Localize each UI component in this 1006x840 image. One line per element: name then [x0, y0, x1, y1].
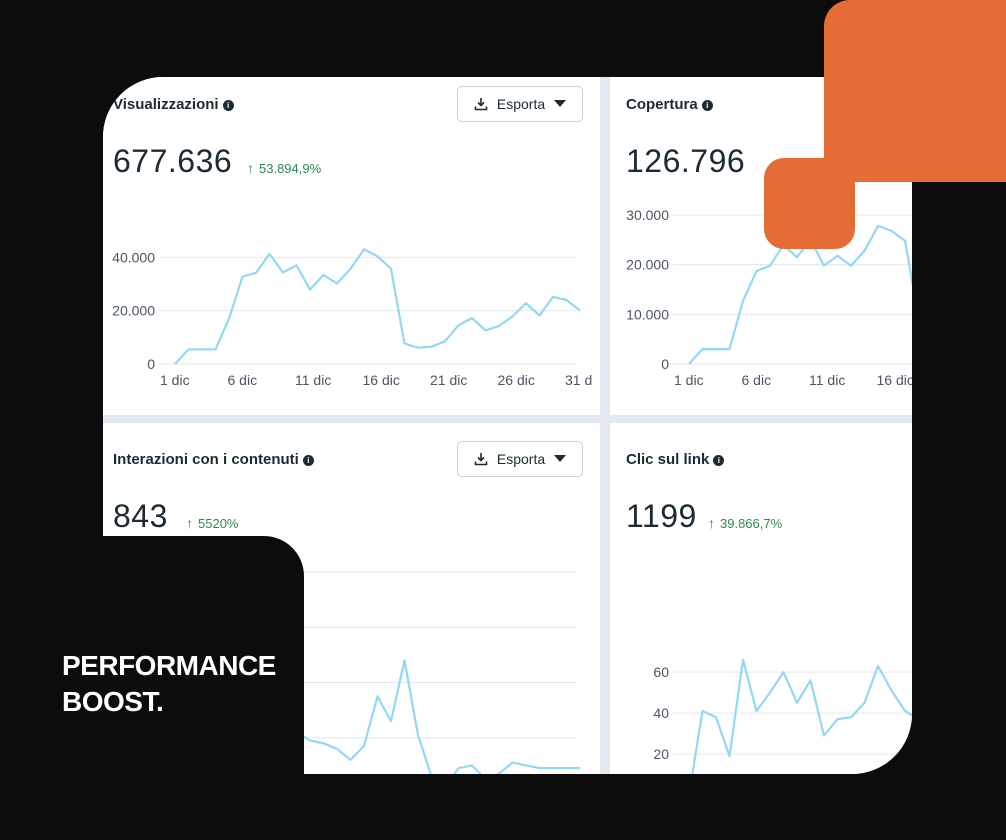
interactions-value: 843 — [113, 498, 168, 534]
decor-orange-square-large — [824, 0, 1006, 182]
y-tick-label: 40 — [653, 705, 669, 721]
y-tick-label: 0 — [661, 356, 669, 372]
views-delta: ↑ 53.894,9% — [247, 160, 322, 176]
x-tick-label: 11 dic — [809, 372, 845, 388]
x-tick-label: 26 dic — [498, 372, 535, 388]
caret-down-icon — [554, 100, 567, 107]
series-line — [691, 658, 912, 774]
x-tick-label: 6 dic — [742, 372, 772, 388]
views-value: 677.636 — [113, 143, 233, 179]
tagline-line-1: PERFORMANCE — [62, 650, 276, 681]
interactions-delta: ↑ 5520% — [186, 515, 239, 531]
export-label: Esporta — [496, 451, 546, 467]
clicks-value: 1199 — [626, 498, 697, 534]
download-icon — [474, 453, 488, 466]
x-tick-label: 31 d — [565, 372, 592, 388]
y-tick-label: 40.000 — [112, 249, 155, 265]
y-tick-label: 20 — [653, 746, 669, 762]
clicks-delta: ↑ 39.866,7% — [708, 515, 783, 531]
tagline-line-2: BOOST. — [62, 686, 164, 717]
y-tick-label: 20.000 — [112, 303, 155, 319]
interactions-title: Interazioni con i contenuti i — [113, 451, 314, 468]
y-tick-label: 30.000 — [626, 207, 669, 223]
clicks-title: Clic sul link i — [626, 451, 725, 468]
views-title: Visualizzazioni i — [113, 96, 234, 113]
export-label: Esporta — [496, 96, 546, 112]
x-tick-label: 16 dic — [877, 372, 913, 388]
arrow-up-icon: ↑ — [247, 160, 254, 176]
arrow-up-icon: ↑ — [186, 515, 193, 531]
x-tick-label: 16 dic — [363, 372, 400, 388]
reach-title: Copertura i — [626, 96, 713, 113]
reach-chart: 0 10.000 20.000 30.000 1 dic 6 dic 11 dic 16 di… — [626, 207, 913, 388]
decor-orange-square-small — [764, 158, 855, 249]
reach-value: 126.796 — [626, 143, 746, 179]
series-line — [174, 248, 581, 365]
tagline: PERFORMANCE BOOST. — [62, 648, 276, 720]
views-card: Visualizzazioni i Esporta 677.636 ↑ 53.894… — [103, 77, 600, 415]
info-icon[interactable]: i — [302, 455, 314, 466]
y-tick-label: 60 — [653, 664, 669, 680]
decor-black-block — [0, 536, 304, 840]
x-tick-label: 21 dic — [430, 372, 467, 388]
views-chart: 0 20.000 40.000 1 dic 6 dic 11 dic 16 dic 21 di… — [112, 248, 592, 388]
x-tick-label: 1 dic — [160, 372, 190, 388]
y-tick-label: 10.000 — [626, 306, 669, 322]
x-tick-label: 1 dic — [674, 372, 704, 388]
x-tick-label: 6 dic — [228, 372, 258, 388]
clicks-card: Clic sul link i 1199 ↑ 39.866,7% 0 20 40 60 1 … — [610, 423, 912, 774]
caret-down-icon — [554, 455, 567, 462]
info-icon[interactable]: i — [222, 100, 234, 111]
x-tick-label: 11 dic — [295, 372, 331, 388]
download-icon — [474, 98, 488, 111]
y-tick-label: 0 — [147, 356, 155, 372]
arrow-up-icon: ↑ — [708, 515, 715, 531]
y-tick-label: 20.000 — [626, 257, 669, 273]
info-icon[interactable]: i — [701, 100, 713, 111]
views-export-button[interactable]: Esporta — [457, 86, 583, 122]
interactions-export-button[interactable]: Esporta — [457, 441, 583, 477]
info-icon[interactable]: i — [713, 455, 725, 466]
